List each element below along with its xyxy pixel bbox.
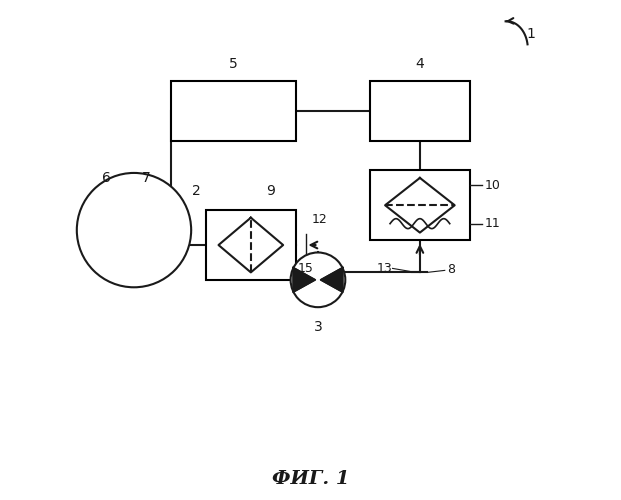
Text: 11: 11 bbox=[484, 217, 501, 230]
Text: 7: 7 bbox=[142, 172, 151, 185]
Text: 12: 12 bbox=[312, 213, 327, 226]
Circle shape bbox=[291, 252, 345, 307]
Text: ФИГ. 1: ФИГ. 1 bbox=[272, 470, 349, 488]
Bar bbox=[370, 81, 469, 140]
Text: 13: 13 bbox=[377, 262, 392, 275]
Text: 8: 8 bbox=[447, 264, 455, 276]
Text: 1: 1 bbox=[527, 26, 536, 40]
Bar bbox=[370, 170, 469, 240]
Polygon shape bbox=[293, 268, 315, 292]
Text: 6: 6 bbox=[102, 172, 111, 185]
Circle shape bbox=[77, 173, 191, 288]
Text: 2: 2 bbox=[192, 184, 201, 198]
Polygon shape bbox=[320, 268, 343, 292]
Text: 4: 4 bbox=[415, 57, 424, 71]
Bar bbox=[171, 81, 296, 140]
Bar bbox=[206, 210, 296, 280]
Text: 3: 3 bbox=[314, 320, 322, 334]
Text: 9: 9 bbox=[266, 184, 275, 198]
Text: 10: 10 bbox=[484, 179, 501, 192]
Text: 5: 5 bbox=[229, 57, 238, 71]
Text: 15: 15 bbox=[297, 262, 314, 276]
